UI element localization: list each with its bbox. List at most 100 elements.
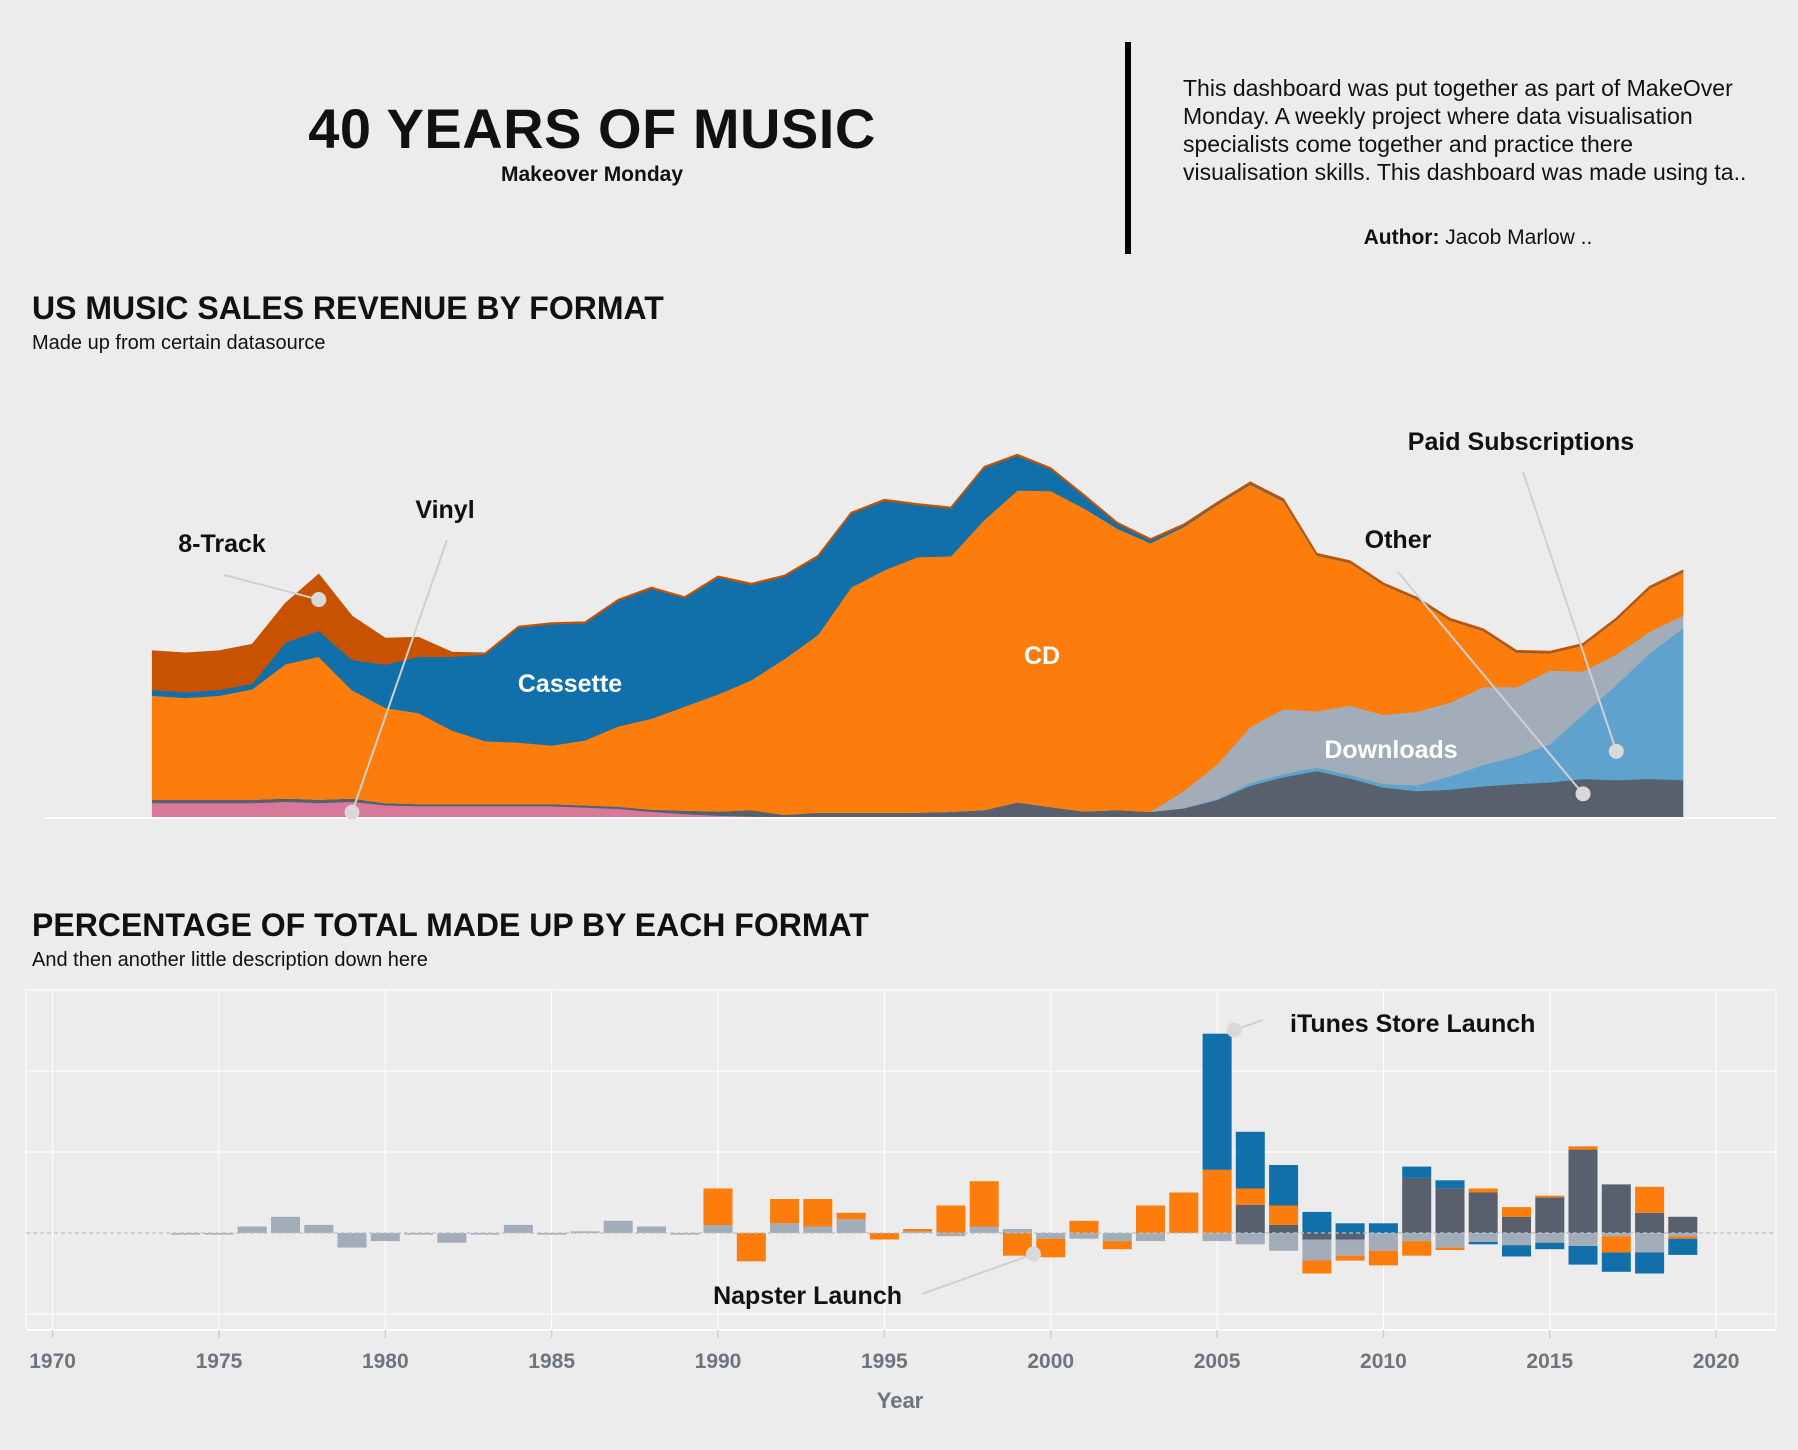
header-divider xyxy=(1125,42,1131,254)
bar-cassette-2005 xyxy=(1202,1033,1232,1170)
x-tick-label: 1980 xyxy=(362,1350,409,1373)
bar-other-2008 xyxy=(1302,1233,1332,1240)
leader-napster xyxy=(921,1253,1034,1295)
bar-downloads-1975 xyxy=(204,1233,234,1235)
description-text: This dashboard was put together as part … xyxy=(1183,74,1783,186)
bar-cassette-2010 xyxy=(1368,1223,1398,1233)
bar-downloads-1999 xyxy=(1002,1229,1032,1233)
leader-vinyl xyxy=(351,539,448,813)
description-line: visualisation skills. This dashboard was… xyxy=(1183,159,1747,185)
bar-cd-2004 xyxy=(1169,1192,1199,1233)
bar-cd-2008 xyxy=(1302,1260,1332,1274)
leader-paid_subscriptions xyxy=(1522,471,1618,752)
bar-cd-2001 xyxy=(1069,1220,1099,1233)
bar-downloads-1980 xyxy=(370,1233,400,1242)
author-name: Jacob Marlow .. xyxy=(1445,226,1593,249)
area-eight_track xyxy=(151,453,1684,693)
bar-cassette-2017 xyxy=(1601,1252,1631,1272)
bar-downloads-2009 xyxy=(1335,1239,1365,1256)
bar-cd-2014 xyxy=(1502,1207,1531,1217)
label-paid_subscriptions: Paid Subscriptions xyxy=(1408,428,1634,456)
bar-downloads-2017 xyxy=(1601,1233,1631,1237)
bar-cd-2011 xyxy=(1402,1241,1432,1256)
bar-cassette-2009 xyxy=(1335,1223,1365,1233)
bar-downloads-2014 xyxy=(1502,1233,1531,1246)
bar-other-2015 xyxy=(1535,1197,1565,1233)
bar-other-2006 xyxy=(1235,1204,1265,1233)
bar-cd-1994 xyxy=(836,1212,866,1220)
bar-cd-1998 xyxy=(969,1181,999,1227)
x-tick-label: 1970 xyxy=(29,1350,76,1373)
annotation-napster: Napster Launch xyxy=(713,1282,902,1310)
bar-downloads-1979 xyxy=(337,1233,367,1248)
bar-cassette-2016 xyxy=(1568,1246,1598,1265)
bar-cd-1996 xyxy=(903,1229,933,1232)
leader-other xyxy=(1397,571,1584,795)
label-cassette: Cassette xyxy=(518,670,622,698)
bar-downloads-2012 xyxy=(1435,1233,1465,1248)
dot-itunes xyxy=(1226,1022,1242,1038)
bar-cassette-2012 xyxy=(1435,1180,1465,1189)
bar-cd-1991 xyxy=(736,1233,766,1262)
bar-cassette-2018 xyxy=(1635,1252,1665,1274)
bar-downloads-1986 xyxy=(570,1231,600,1233)
bar-chart-subtitle: And then another little description down… xyxy=(32,949,428,971)
bar-downloads-2007 xyxy=(1269,1233,1299,1251)
bar-other-2019 xyxy=(1668,1216,1698,1233)
bar-cd-2000 xyxy=(1036,1238,1066,1258)
bar-downloads-2015 xyxy=(1535,1233,1565,1243)
bar-cassette-2014 xyxy=(1502,1245,1531,1257)
bar-downloads-1981 xyxy=(404,1233,434,1235)
label-vinyl: Vinyl xyxy=(415,496,474,524)
bar-downloads-1977 xyxy=(271,1216,300,1233)
bar-downloads-1993 xyxy=(803,1226,833,1233)
leader-eight_track xyxy=(223,574,320,601)
bar-downloads-1982 xyxy=(437,1233,467,1243)
bar-downloads-1974 xyxy=(171,1233,201,1235)
author-credit: Author: Jacob Marlow .. xyxy=(1183,226,1773,250)
dot-eight_track xyxy=(311,592,327,608)
bar-other-2017 xyxy=(1601,1184,1631,1233)
bar-downloads-1985 xyxy=(537,1233,567,1235)
description-line: specialists come together and practice t… xyxy=(1183,131,1634,157)
bar-other-2018 xyxy=(1635,1212,1665,1234)
bar-downloads-1976 xyxy=(237,1226,267,1233)
bar-downloads-2002 xyxy=(1102,1233,1132,1242)
bar-other-2013 xyxy=(1468,1192,1498,1233)
description-line: Monday. A weekly project where data visu… xyxy=(1183,103,1693,129)
area-chart-title: US MUSIC SALES REVENUE BY FORMAT xyxy=(32,290,664,326)
bar-downloads-2001 xyxy=(1069,1233,1099,1239)
bar-cd-2016 xyxy=(1568,1146,1598,1150)
bar-downloads-2018 xyxy=(1635,1233,1665,1253)
page-subtitle: Makeover Monday xyxy=(500,163,684,186)
x-tick-label: 1985 xyxy=(528,1350,575,1373)
area-chart xyxy=(44,453,1776,819)
bar-downloads-1988 xyxy=(637,1226,666,1233)
bar-cd-2009 xyxy=(1335,1255,1365,1261)
page-title: 40 YEARS OF MUSIC xyxy=(308,97,876,160)
bar-chart xyxy=(25,989,1777,1338)
bar-cd-2018 xyxy=(1635,1186,1665,1213)
bar-cd-1997 xyxy=(936,1205,966,1233)
bar-downloads-1989 xyxy=(670,1233,700,1235)
bar-cassette-2007 xyxy=(1269,1165,1299,1206)
area-chart-subtitle: Made up from certain datasource xyxy=(32,332,326,354)
label-cd: CD xyxy=(1024,642,1060,670)
bar-cassette-2011 xyxy=(1402,1166,1432,1178)
bar-downloads-1983 xyxy=(470,1233,500,1235)
bar-cd-2013 xyxy=(1468,1188,1498,1193)
bar-other-2016 xyxy=(1568,1149,1598,1233)
bar-cd-1992 xyxy=(770,1199,800,1224)
dot-vinyl xyxy=(344,804,360,820)
bar-downloads-2005 xyxy=(1202,1233,1232,1242)
dot-paid_subscriptions xyxy=(1608,743,1624,759)
bar-downloads-1978 xyxy=(304,1224,334,1233)
bar-cd-1993 xyxy=(803,1199,833,1227)
bar-downloads-2013 xyxy=(1468,1233,1498,1242)
bar-cd-2002 xyxy=(1102,1241,1132,1250)
bar-cd-2005 xyxy=(1202,1169,1232,1233)
bar-other-2009 xyxy=(1335,1233,1365,1240)
bar-cd-1990 xyxy=(703,1188,733,1225)
bar-cassette-2015 xyxy=(1535,1242,1565,1250)
